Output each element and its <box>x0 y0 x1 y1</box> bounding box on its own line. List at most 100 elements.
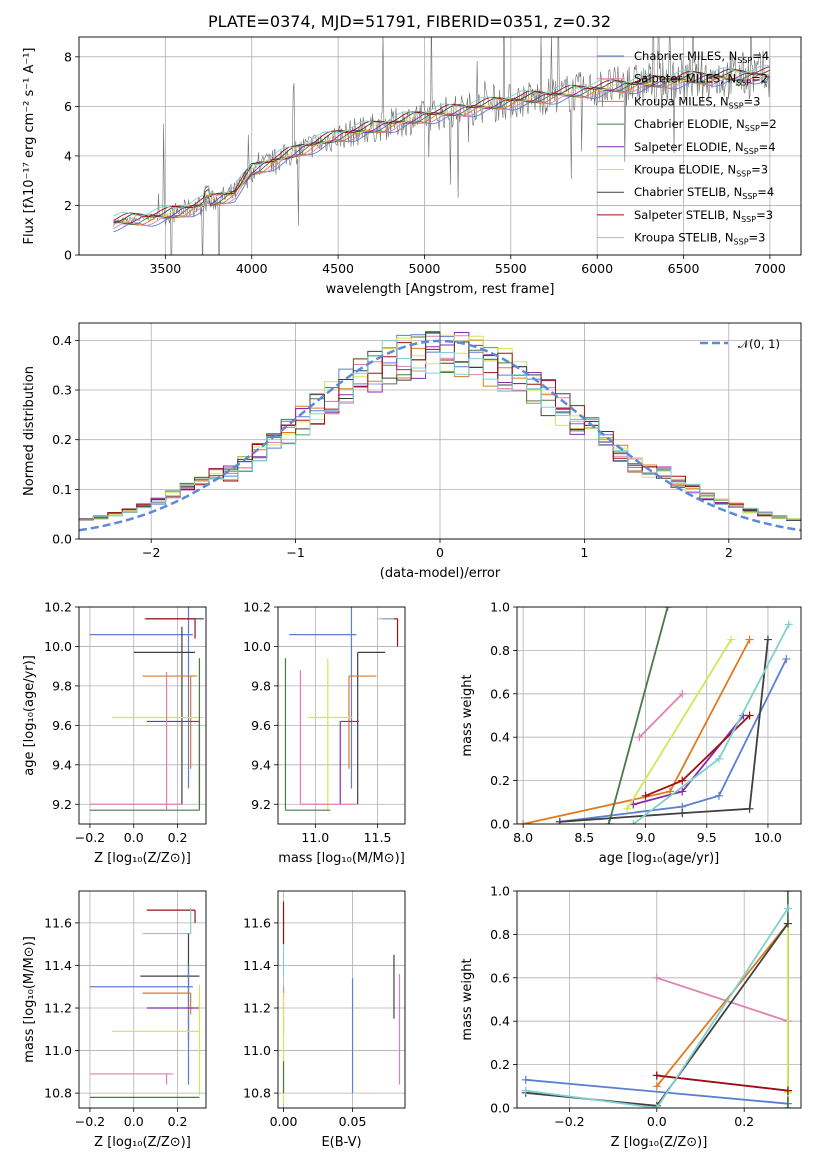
y-tick-label: 0.0 <box>52 532 72 547</box>
y-tick-label: 0.0 <box>490 817 510 832</box>
y-tick-label: 8 <box>64 49 72 64</box>
weight-marker <box>678 776 687 785</box>
axes-frame <box>277 606 406 825</box>
weight-line-5 <box>633 714 745 806</box>
weight-line-8 <box>656 1074 789 1092</box>
y-tick-label: 11.6 <box>243 915 271 930</box>
y-tick-label: 11.6 <box>44 915 72 930</box>
mass-vs-EBV-panel: 0.00 0.05 10.8 11.0 11.2 11.4 11.6 E(B-V) <box>243 890 406 1150</box>
y-tick-label: 0.6 <box>490 686 510 701</box>
x-tick-label: −0.2 <box>554 1114 584 1129</box>
weight-marker <box>714 754 723 763</box>
y-tick-label: 0.4 <box>52 333 72 348</box>
x-axis-label: Z [log₁₀(Z/Z⊙)] <box>94 1135 191 1150</box>
weight-marker <box>745 635 754 644</box>
x-tick-label: 11.0 <box>301 830 329 845</box>
y-tick-label: 11.0 <box>243 1043 271 1058</box>
axes-frame <box>78 890 207 1109</box>
y-axis-label: mass weight <box>460 674 475 756</box>
weight-marker <box>783 904 792 913</box>
x-axis-label: wavelength [Angstrom, rest frame] <box>326 282 555 297</box>
data-point <box>307 658 353 811</box>
x-tick-label: 11.5 <box>364 830 392 845</box>
axes-frame <box>78 322 802 540</box>
grid <box>278 891 405 1108</box>
x-tick-label: 6500 <box>668 261 700 276</box>
x-tick-label: 9.0 <box>636 830 656 845</box>
weight-marker <box>623 804 632 813</box>
x-tick-label: 6000 <box>581 261 613 276</box>
y-tick-label: 0.4 <box>490 730 510 745</box>
weight-marker <box>629 820 638 824</box>
y-tick-label: 11.4 <box>243 958 271 973</box>
y-tick-label: 0.2 <box>490 773 510 788</box>
axes-frame <box>78 606 207 825</box>
y-tick-label: 11.2 <box>243 1001 271 1016</box>
weight-marker <box>763 635 772 644</box>
x-tick-label: 10.0 <box>754 830 782 845</box>
legend-entry: Kroupa ELODIE, NSSP=3 <box>634 163 768 179</box>
x-tick-label: 0 <box>436 545 444 560</box>
weight-marker <box>745 711 754 720</box>
plot-area <box>89 607 204 811</box>
y-tick-label: 10.8 <box>44 1086 72 1101</box>
x-tick-label: −0.2 <box>75 830 105 845</box>
y-tick-label: 10.0 <box>243 639 271 654</box>
data-point <box>142 992 192 1015</box>
plot-area <box>521 891 792 1108</box>
residual-histogram-7 <box>79 331 801 521</box>
data-point <box>348 675 377 769</box>
y-tick-label: 1.0 <box>490 600 510 615</box>
weight-marker <box>519 820 528 824</box>
y-axis-label: Flux [fλ10⁻¹⁷ erg cm⁻² s⁻¹ A⁻¹] <box>22 48 37 245</box>
y-tick-label: 0.4 <box>490 1014 510 1029</box>
y-axis-label: Normed distribution <box>22 366 37 496</box>
y-tick-label: 10.2 <box>44 600 72 615</box>
weight-vs-Z-panel: −0.2 0.0 0.2 0.0 0.2 0.4 0.6 0.8 1.0 Z [log₁₀(Z/Z… <box>460 884 802 1150</box>
x-tick-label: −0.2 <box>75 1114 105 1129</box>
data-point <box>142 675 198 769</box>
x-tick-label: 0.05 <box>339 1114 367 1129</box>
legend-entry: Kroupa STELIB, NSSP=3 <box>634 231 765 247</box>
plot-area <box>282 901 401 1104</box>
data-point <box>146 720 201 805</box>
data-point <box>133 626 196 805</box>
weight-line-2 <box>638 693 683 738</box>
grid <box>278 606 405 824</box>
model-line-4 <box>113 72 771 225</box>
y-tick-label: 10.2 <box>243 600 271 615</box>
weight-marker <box>555 817 564 824</box>
weight-marker <box>652 1082 661 1091</box>
plot-area <box>519 607 793 824</box>
residuals-panel: −2 −1 0 1 2 0.0 0.1 0.2 0.3 0.4 (data-model)/error… <box>22 322 802 581</box>
y-tick-label: 11.0 <box>44 1043 72 1058</box>
age-vs-mass-panel: 11.0 11.5 9.2 9.4 9.6 9.8 10.0 10.2 mass [log₁₀(… <box>243 600 406 866</box>
weight-marker <box>678 809 687 818</box>
data-point <box>382 618 399 647</box>
x-tick-label: 0.0 <box>124 1114 144 1129</box>
weight-marker <box>782 655 791 664</box>
grid <box>79 891 206 1108</box>
x-tick-label: 0.0 <box>124 830 144 845</box>
legend-entry: Kroupa MILES, NSSP=3 <box>634 94 760 110</box>
data-point <box>142 908 192 935</box>
x-axis-label: age [log₁₀(age/yr)] <box>599 851 720 866</box>
x-tick-label: 0.2 <box>168 830 188 845</box>
residual-histogram-9 <box>79 340 801 520</box>
model-line-7 <box>113 69 771 224</box>
data-point <box>89 607 193 789</box>
axes-frame <box>78 36 802 256</box>
x-tick-label: 0.00 <box>270 1114 298 1129</box>
x-tick-label: 7000 <box>754 261 786 276</box>
legend-entry: Salpeter STELIB, NSSP=3 <box>634 208 773 224</box>
weight-marker <box>783 1086 792 1095</box>
x-tick-label: 4000 <box>236 261 268 276</box>
plot-area <box>284 607 399 811</box>
weight-line-7 <box>559 639 769 823</box>
axes-frame <box>277 890 406 1109</box>
model-line-2 <box>113 75 770 229</box>
weight-marker <box>652 1104 661 1108</box>
weight-line-1 <box>559 658 788 823</box>
data-point <box>284 658 331 811</box>
weight-marker <box>635 733 644 742</box>
